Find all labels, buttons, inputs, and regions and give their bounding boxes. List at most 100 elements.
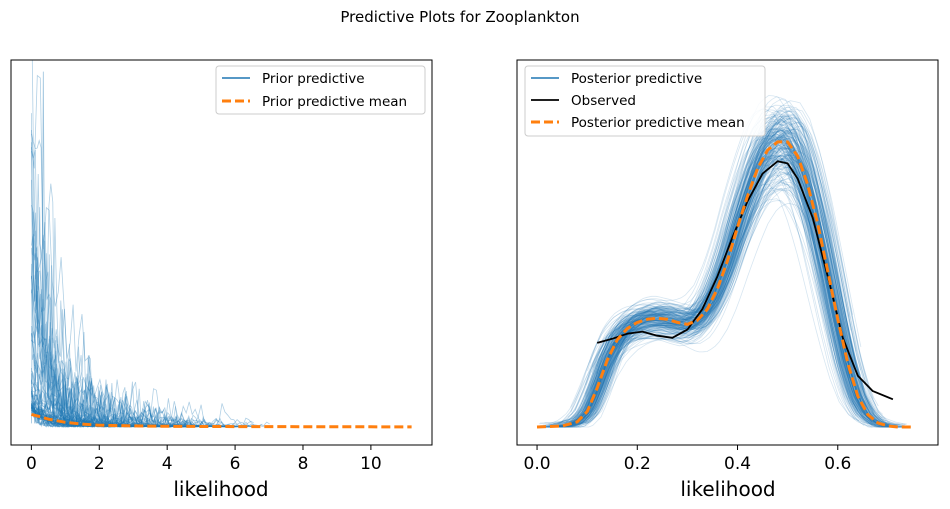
posterior-predictive-draw-line xyxy=(559,96,870,424)
prior-predictive-draw-line xyxy=(31,385,260,428)
posterior-predictive-draw-line xyxy=(571,159,883,426)
prior-predictive-draw-line xyxy=(31,263,86,428)
posterior-predictive-draw-line xyxy=(567,108,862,418)
posterior-predictive-draw-line xyxy=(591,135,868,409)
posterior-predictive-draw-line xyxy=(585,121,874,425)
posterior-predictive-draw-line xyxy=(562,149,873,428)
prior-predictive-draw-line xyxy=(31,402,121,427)
prior-predictive-draw-line xyxy=(31,275,232,427)
right-x-axis-label: likelihood xyxy=(680,477,775,501)
posterior-predictive-draw-line xyxy=(544,141,891,428)
posterior-predictive-draw-line xyxy=(554,156,857,428)
posterior-predictive-draw-line xyxy=(586,187,885,428)
posterior-predictive-draw-line xyxy=(574,116,859,427)
posterior-predictive-draw-line xyxy=(550,131,892,428)
right-x-tick-label: 0.2 xyxy=(624,454,651,474)
posterior-predictive-draw-line xyxy=(568,108,862,426)
posterior-predictive-draw-line xyxy=(593,98,886,422)
posterior-predictive-draw-line xyxy=(570,164,860,422)
posterior-predictive-draw-line xyxy=(548,184,874,428)
posterior-predictive-draw-line xyxy=(592,115,869,411)
posterior-predictive-draw-line xyxy=(566,118,852,428)
legend-label-prior-predictive: Prior predictive xyxy=(262,71,365,87)
prior-predictive-draw-line xyxy=(31,404,74,428)
posterior-predictive-draw-line xyxy=(559,178,881,428)
posterior-predictive-draw-line xyxy=(595,155,881,425)
posterior-predictive-draw-line xyxy=(549,121,877,427)
posterior-predictive-draw-line xyxy=(570,155,906,428)
posterior-predictive-draw-line xyxy=(574,172,881,428)
posterior-predictive-draw-line xyxy=(567,158,881,425)
posterior-predictive-draw-line xyxy=(548,95,891,427)
left-legend: Prior predictive Prior predictive mean xyxy=(215,65,426,115)
posterior-predictive-draw-line xyxy=(584,131,907,428)
posterior-predictive-draw-line xyxy=(542,183,873,427)
posterior-predictive-draw-line xyxy=(538,163,862,428)
posterior-predictive-draw-line xyxy=(557,120,884,425)
left-x-tick-label: 0 xyxy=(26,454,37,474)
prior-predictive-draw-line xyxy=(31,333,202,428)
posterior-predictive-draw-line xyxy=(586,144,907,428)
posterior-predictive-draw-line xyxy=(583,145,855,419)
posterior-predictive-draw-line xyxy=(591,128,857,412)
posterior-predictive-draw-line xyxy=(556,100,898,427)
posterior-predictive-draw-line xyxy=(540,130,901,428)
posterior-predictive-draw-line xyxy=(538,135,875,425)
posterior-predictive-draw-line xyxy=(590,134,861,411)
posterior-predictive-draw-line xyxy=(557,123,891,428)
posterior-predictive-draw-line xyxy=(555,133,908,428)
posterior-predictive-draw-line xyxy=(549,118,875,428)
posterior-predictive-draw-line xyxy=(576,157,886,428)
posterior-predictive-draw-line xyxy=(542,189,876,426)
prior-predictive-draw-line xyxy=(41,71,46,424)
prior-predictive-draw-line xyxy=(31,401,249,428)
posterior-predictive-draw-line xyxy=(585,138,857,417)
posterior-predictive-draw-line xyxy=(589,128,863,414)
posterior-predictive-draw-line xyxy=(568,198,886,428)
posterior-predictive-draw-line xyxy=(547,149,881,428)
posterior-predictive-draw-line xyxy=(554,129,885,428)
posterior-predictive-draw-line xyxy=(590,136,877,426)
legend-label-observed: Observed xyxy=(571,93,636,109)
posterior-predictive-draw-line xyxy=(593,154,872,415)
posterior-predictive-draw-line xyxy=(582,132,890,425)
legend-label-posterior-predictive: Posterior predictive xyxy=(571,71,702,87)
prior-predictive-draw-line xyxy=(31,367,207,428)
posterior-predictive-draw-line xyxy=(540,118,861,427)
posterior-predictive-draw-line xyxy=(542,171,852,428)
right-x-tick-label: 0.6 xyxy=(824,454,851,474)
prior-predictive-draw-line xyxy=(31,405,80,428)
prior-predictive-draw-line xyxy=(31,129,141,428)
posterior-predictive-draw-line xyxy=(568,151,854,428)
posterior-predictive-draw-line xyxy=(551,200,850,428)
posterior-predictive-draw-line xyxy=(593,129,873,422)
posterior-predictive-draw-line xyxy=(542,104,889,428)
posterior-predictive-draw-line xyxy=(596,120,898,428)
prior-predictive-draw-line xyxy=(34,247,39,424)
posterior-predictive-draw-line xyxy=(540,151,897,428)
prior-predictive-draw-line xyxy=(31,74,270,428)
prior-predictive-draw-line xyxy=(31,247,212,428)
prior-predictive-draw-line xyxy=(31,406,182,428)
prior-predictive-draw-line xyxy=(31,149,189,429)
posterior-predictive-draw-line xyxy=(595,135,899,428)
posterior-predictive-draw-line xyxy=(542,161,861,428)
posterior-predictive-draw-line xyxy=(591,149,891,428)
posterior-predictive-draw-line xyxy=(583,106,867,416)
posterior-predictive-draw-line xyxy=(564,138,854,425)
left-x-tick-label: 8 xyxy=(298,454,309,474)
posterior-predictive-draw-line xyxy=(589,114,865,426)
posterior-predictive-draw-line xyxy=(544,155,857,424)
posterior-predictive-draws xyxy=(537,95,908,428)
posterior-predictive-draw-line xyxy=(538,171,885,428)
posterior-predictive-draw-line xyxy=(544,146,897,428)
posterior-predictive-draw-line xyxy=(559,113,862,426)
posterior-predictive-draw-line xyxy=(539,167,857,428)
posterior-predictive-draw-line xyxy=(570,142,866,425)
right-x-tick-label: 0.4 xyxy=(724,454,751,474)
posterior-predictive-draw-line xyxy=(542,127,907,428)
posterior-predictive-draw-line xyxy=(549,188,850,428)
posterior-predictive-draw-line xyxy=(554,157,876,426)
posterior-predictive-draw-line xyxy=(553,136,907,425)
